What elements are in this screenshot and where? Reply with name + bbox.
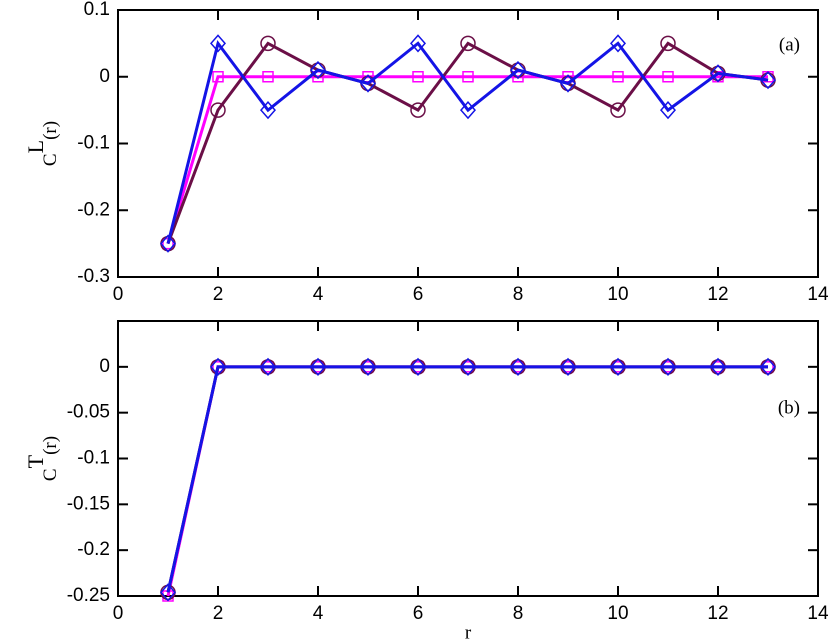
y-label-sup: L	[23, 140, 48, 153]
marker	[662, 71, 674, 83]
y-axis-label: CL(r)	[23, 121, 61, 166]
y-tick-label: -0.1	[77, 448, 110, 469]
y-tick-label: -0.1	[77, 133, 110, 154]
panel-label: (a)	[779, 34, 800, 55]
x-tick-label: 12	[707, 603, 728, 624]
marker	[410, 34, 426, 53]
marker	[610, 34, 626, 53]
panel: -0.25 -0.2 -0.15 -0.1 -0.05 0 0 2 4 6 8 10 12 14 CT(r)…	[23, 320, 829, 643]
panel: -0.3 -0.2 -0.1 0 0.1 0 2 4 6 8 10 12 14 CL(r) (a)	[23, 0, 829, 305]
x-tick-label: 10	[607, 284, 628, 305]
y-axis-label: CT(r)	[23, 436, 61, 481]
marker	[460, 357, 476, 376]
y-label-sup: T	[23, 454, 48, 468]
series-line	[166, 75, 768, 245]
x-tick-label: 12	[707, 284, 728, 305]
y-tick-label: 0.1	[84, 0, 110, 20]
series-line	[166, 365, 768, 593]
marker	[760, 70, 776, 90]
y-tick-label: -0.3	[77, 266, 110, 287]
marker	[210, 34, 226, 53]
y-tick-label: -0.05	[67, 402, 110, 423]
series-line	[166, 41, 769, 245]
series-line	[166, 365, 768, 597]
y-tick-label: -0.2	[77, 199, 110, 220]
marker	[410, 357, 426, 376]
y-tick-label: -0.25	[67, 585, 110, 606]
marker	[210, 102, 226, 118]
marker	[560, 357, 576, 376]
marker	[260, 357, 276, 376]
x-tick-label: 8	[513, 284, 524, 305]
marker	[460, 100, 476, 120]
marker	[760, 357, 776, 376]
marker	[610, 357, 626, 376]
y-label-tail: (r)	[40, 436, 61, 455]
x-tick-label: 2	[213, 603, 224, 624]
marker	[660, 35, 676, 52]
x-axis-label: r	[465, 622, 472, 643]
y-label-base: C	[40, 153, 61, 166]
marker	[612, 71, 624, 83]
x-tick-label: 6	[413, 284, 424, 305]
x-tick-label: 6	[413, 603, 424, 624]
y-tick-label: -0.15	[67, 493, 110, 514]
marker	[412, 71, 424, 83]
x-tick-label: 14	[807, 603, 829, 624]
marker	[510, 60, 526, 80]
marker	[410, 102, 426, 118]
series-line	[166, 365, 768, 593]
x-tick-label: 4	[313, 284, 324, 305]
y-label-tail: (r)	[40, 121, 61, 140]
marker	[610, 102, 626, 118]
marker	[460, 35, 476, 52]
x-tick-label: 14	[807, 284, 829, 305]
y-label-base: C	[40, 468, 61, 481]
marker	[510, 357, 526, 376]
marker	[212, 71, 224, 83]
x-tick-label: 8	[513, 603, 524, 624]
marker	[360, 357, 376, 376]
marker	[360, 74, 376, 93]
y-tick-label: 0	[99, 66, 110, 87]
marker	[710, 64, 726, 83]
marker	[310, 60, 326, 80]
x-tick-label: 0	[113, 284, 124, 305]
x-tick-label: 0	[113, 603, 124, 624]
marker	[260, 35, 276, 52]
x-tick-label: 10	[607, 603, 628, 624]
series-line	[166, 39, 769, 244]
marker	[160, 583, 176, 602]
marker	[160, 234, 176, 253]
marker	[462, 71, 474, 83]
marker	[260, 100, 276, 120]
y-tick-label: 0	[99, 356, 110, 377]
panel-label: (b)	[778, 397, 800, 418]
marker	[660, 357, 676, 376]
marker	[660, 100, 676, 120]
marker	[710, 357, 726, 376]
marker	[262, 71, 274, 83]
x-tick-label: 4	[313, 603, 324, 624]
marker	[310, 357, 326, 376]
y-tick-label: -0.2	[77, 539, 110, 560]
marker	[210, 357, 226, 376]
marker	[560, 74, 576, 93]
x-tick-label: 2	[213, 284, 224, 305]
